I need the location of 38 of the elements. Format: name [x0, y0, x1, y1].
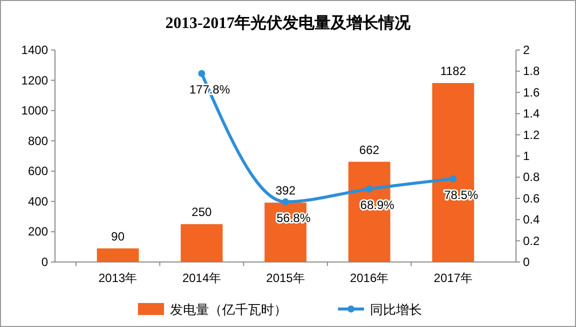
bar: [180, 224, 223, 262]
x-tick-label: 2017年: [434, 271, 472, 285]
y2-tick-label: 0: [523, 255, 530, 269]
legend-label: 发电量（亿千瓦时）: [170, 302, 287, 317]
point: [366, 185, 373, 192]
data-label: 1182: [440, 64, 466, 78]
y-tick-label: 600: [28, 164, 48, 178]
y-tick-label: 800: [28, 134, 48, 148]
x-tick-label: 2014年: [182, 271, 222, 285]
y-tick-label: 400: [28, 194, 48, 208]
point: [450, 175, 457, 182]
bar: [96, 248, 139, 262]
y2-tick-label: 2: [523, 43, 530, 57]
legend-label: 同比增长: [370, 302, 422, 317]
y2-tick-label: 1.4: [523, 106, 540, 121]
data-label: 392: [275, 184, 296, 198]
y2-tick-label: 1: [523, 149, 530, 163]
y-tick-label: 0: [41, 255, 48, 269]
y-tick-label: 1000: [21, 104, 48, 118]
y2-tick-label: 1.6: [523, 85, 540, 100]
chart-title: 2013-2017年光伏发电量及增长情况: [165, 14, 412, 32]
y2-tick-label: 0.8: [523, 170, 540, 184]
y-tick-label: 200: [28, 224, 48, 239]
data-label: 662: [359, 142, 380, 157]
point: [282, 198, 289, 206]
y-tick-label: 1400: [21, 43, 48, 57]
y2-tick-label: 1.2: [523, 128, 540, 142]
y2-tick-label: 1.8: [523, 64, 540, 78]
y2-tick-label: 0.4: [523, 212, 540, 227]
y2-tick-label: 0.2: [523, 234, 540, 248]
y-tick-label: 1200: [21, 73, 48, 88]
data-label: 250: [192, 205, 212, 220]
x-tick-label: 2013年: [98, 271, 138, 285]
data-label: 90: [111, 229, 125, 244]
x-tick-label: 2015年: [266, 271, 305, 285]
x-tick-label: 2016年: [350, 271, 389, 285]
y2-tick-label: 0.6: [523, 191, 540, 206]
point: [198, 70, 206, 78]
